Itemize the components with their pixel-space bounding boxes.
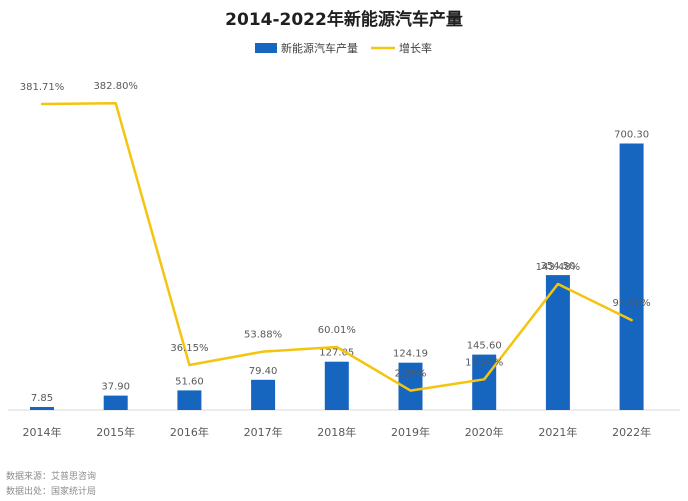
bar-labels-group: 7.85 37.90 51.60 79.40 127.05 124.19 145.60 354…	[31, 130, 649, 405]
x-tick-label: 2014年	[23, 425, 62, 439]
x-tick-label: 2017年	[244, 425, 283, 439]
bar-value-label: 7.85	[31, 393, 53, 404]
bar-value-label: 127.05	[319, 348, 354, 359]
x-tick-label: 2015年	[96, 425, 135, 439]
growth-rate-label: 95.60%	[613, 298, 651, 309]
x-tick-labels-group: 2014年 2015年 2016年 2017年 2018年 2019年 2020年 2021年…	[23, 425, 652, 439]
chart-title: 2014-2022年新能源汽车产量	[225, 9, 463, 30]
x-tick-label: 2022年	[612, 425, 651, 439]
bar	[251, 379, 276, 410]
x-tick-label: 2016年	[170, 425, 209, 439]
bar	[619, 143, 644, 410]
x-tick-label: 2018年	[317, 425, 356, 439]
legend-bar-swatch	[255, 43, 277, 53]
x-tick-label: 2019年	[391, 425, 430, 439]
growth-rate-label: 382.80%	[93, 81, 138, 92]
bar	[324, 361, 349, 410]
growth-rate-label: 17.24%	[465, 357, 503, 368]
bar-value-label: 124.19	[393, 349, 428, 360]
bar	[472, 354, 497, 410]
bar	[545, 275, 570, 410]
bar	[177, 390, 202, 410]
bar-value-label: 145.60	[467, 341, 502, 352]
growth-rate-label: 143.48%	[536, 262, 581, 273]
bar-value-label: 79.40	[249, 366, 278, 377]
bar	[30, 407, 54, 410]
growth-rate-label: 2.25%	[395, 369, 427, 380]
bar-value-label: 700.30	[614, 130, 649, 141]
bar-value-label: 51.60	[175, 376, 204, 387]
legend-line-label: 增长率	[399, 41, 432, 55]
legend: 新能源汽车产量 增长率	[255, 41, 432, 55]
source-text: 数据来源：艾普思咨询	[6, 470, 96, 482]
legend-bar-label: 新能源汽车产量	[281, 41, 358, 55]
growth-rate-label: 53.88%	[244, 330, 282, 341]
growth-rate-label: 36.15%	[170, 343, 208, 354]
bar-value-label: 37.90	[101, 382, 130, 393]
line-labels-group: 381.71% 382.80% 36.15% 53.88% 60.01% 2.25% 17.…	[20, 81, 651, 379]
source-origin-text: 数据出处：国家统计局	[6, 485, 96, 497]
growth-rate-line	[40, 101, 633, 392]
growth-rate-label: 381.71%	[20, 82, 65, 93]
x-tick-label: 2020年	[465, 425, 504, 439]
bars-group	[30, 143, 644, 410]
x-tick-label: 2021年	[538, 425, 577, 439]
growth-rate-label: 60.01%	[318, 325, 356, 336]
bar-value-label: 354.50	[540, 261, 575, 272]
bar	[103, 395, 128, 410]
